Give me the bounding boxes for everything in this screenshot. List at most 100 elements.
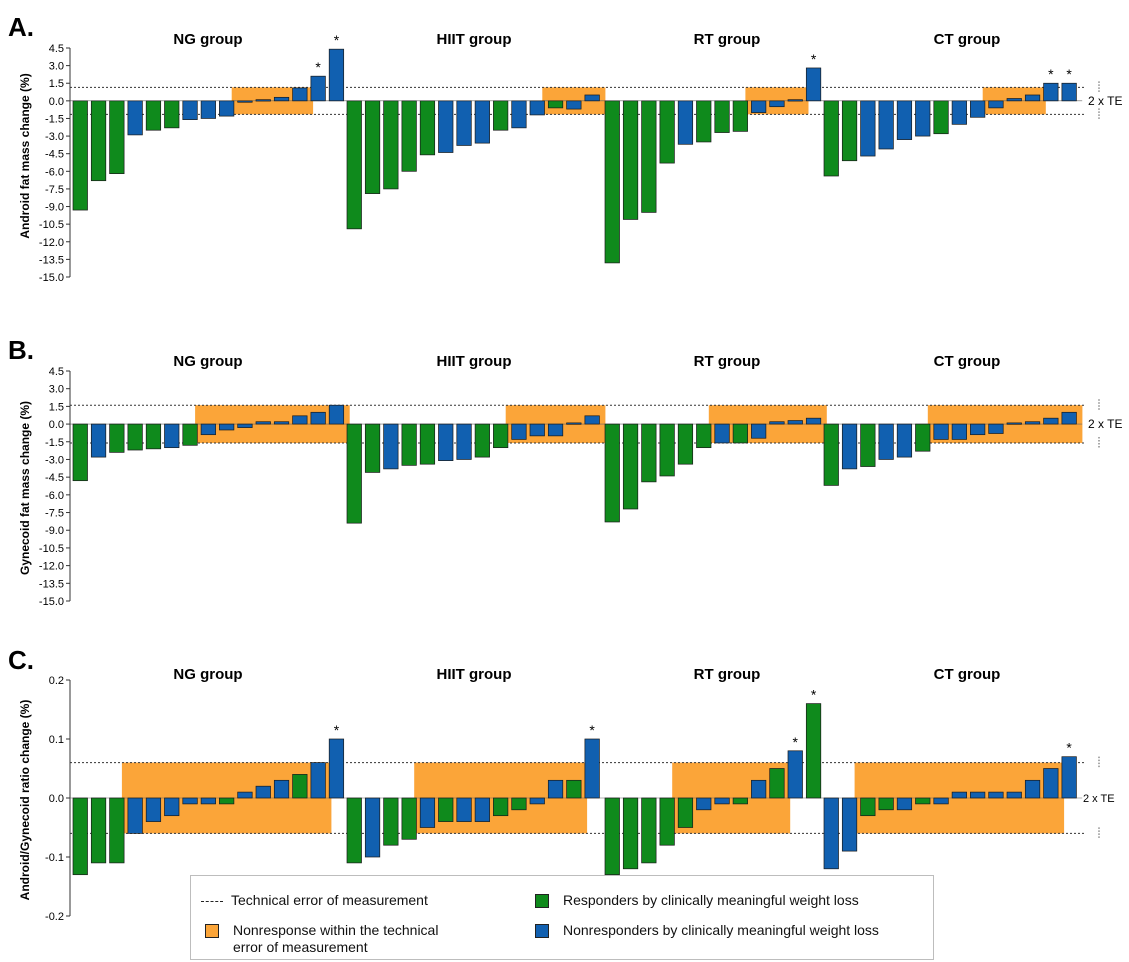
panel-label: C. [8,645,34,675]
nonresponder-bar [255,421,271,425]
nonresponder-bar [1006,98,1022,102]
nonresponder-bar [1006,791,1022,799]
responder-bar [346,100,362,230]
y-tick-label: 3.0 [49,61,64,73]
nonresponder-bar [456,797,472,822]
significance-star: * [811,51,817,67]
nonresponder-bar [823,797,839,870]
responder-bar [860,797,876,817]
significance-star: * [793,734,799,750]
responder-bar [493,423,509,449]
nonresponder-bar [127,100,143,136]
nonresponder-bar [292,415,308,425]
legend-label-nonresponse-line2: error of measurement [233,939,368,955]
nonresponder-bar [547,423,564,437]
responder-bar [677,797,694,828]
responder-bar [419,423,436,465]
responder-bar [383,100,399,190]
nonresponder-bar [714,423,730,444]
responder-bar [641,797,657,864]
y-tick-label: -1.5 [45,113,64,125]
nonresponder-bar [273,779,290,799]
orange-swatch-icon [205,924,219,938]
nonresponder-bar [769,421,785,425]
y-tick-label: 4.5 [49,43,64,55]
nonresponder-bar [1061,756,1077,799]
nonresponder-bar [474,797,490,822]
responder-bar [364,423,381,473]
nonresponder-bar [677,100,694,145]
y-tick-label: -10.5 [39,219,64,231]
nonresponder-bar [1061,82,1077,102]
responder-bar [659,797,675,846]
y-tick-label: 0.0 [49,793,64,805]
responder-bar [292,774,308,799]
responder-bar [401,797,417,840]
responder-bar [127,423,143,451]
nonresponder-bar [787,750,803,799]
nonresponder-bar [90,423,107,458]
nonresponder-bar [714,797,730,805]
responder-bar [622,423,639,510]
nonresponder-bar [237,791,253,799]
y-tick-label: 1.5 [49,401,64,413]
legend-label-nonresponders: Nonresponders by clinically meaningful w… [563,922,879,938]
panel-label: A. [8,12,34,42]
nonresponder-bar [933,797,949,805]
nonresponder-bar [1006,422,1022,425]
significance-star: * [315,59,321,75]
responder-bar [860,423,876,467]
nonresponder-bar [511,423,527,440]
y-tick-label: 0.0 [49,96,64,108]
nonresponder-bar [787,99,803,102]
nonresponder-bar [237,100,253,103]
nonresponder-bar [751,423,767,439]
responder-bar [878,797,894,811]
y-tick-label: -4.5 [45,149,64,161]
y-axis-label: Android fat mass change (%) [18,73,32,238]
nonresponder-bar [933,423,949,440]
responder-bar [182,423,198,446]
significance-star: * [589,722,595,738]
responder-bar [90,100,107,182]
responder-bar [915,423,931,452]
y-tick-label: 4.5 [49,366,64,378]
nonresponder-bar [787,420,803,425]
responder-bar [641,100,657,213]
nonresponder-bar [915,100,931,137]
nonresponder-bar [584,415,600,425]
y-tick-label: -12.0 [39,237,64,249]
nonresponder-bar [182,100,198,120]
responder-bar [805,703,822,799]
responder-bar [401,423,417,466]
responder-bar [622,797,639,870]
nonresponder-bar [438,100,454,153]
y-tick-label: -6.0 [45,166,64,178]
nonresponder-bar [364,797,381,858]
responder-bar [474,423,490,458]
responder-bar [511,797,527,811]
nonresponder-bar [273,96,290,102]
y-tick-label: -13.5 [39,254,64,266]
y-tick-label: -12.0 [39,561,64,573]
nonresponder-bar [164,797,180,817]
responder-bar [346,797,362,864]
y-tick-label: 3.0 [49,384,64,396]
significance-star: * [1066,740,1072,756]
nonresponder-bar [310,75,326,102]
responder-bar [109,797,125,864]
group-title: RT group [694,666,761,683]
responder-bar [72,797,88,876]
legend-label-nonresponse-line1: Nonresponse within the technical [233,922,439,938]
nonresponder-bar [878,423,894,460]
nonresponder-bar [438,423,454,461]
responder-bar [90,797,107,864]
responder-bar [604,100,620,264]
nonresponder-bar [182,797,198,805]
y-tick-label: -1.5 [45,437,64,449]
responder-bar [493,797,509,817]
responder-bar [438,797,454,822]
nonresponder-bar [805,67,822,102]
nonresponder-bar [584,94,600,102]
